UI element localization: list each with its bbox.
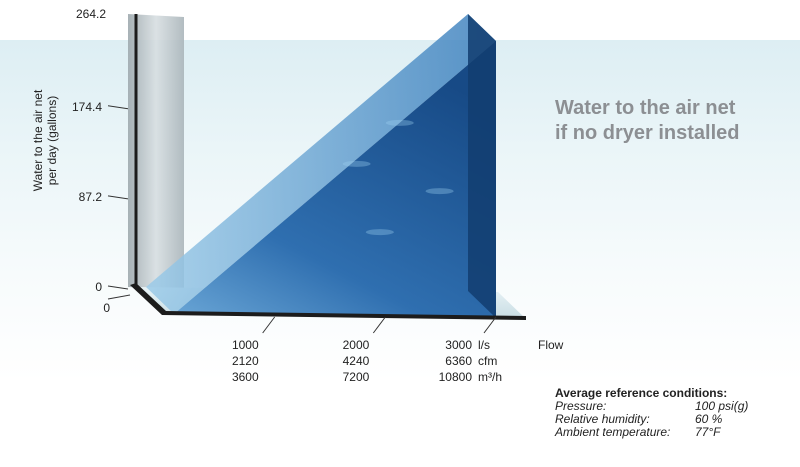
y-axis-title: Water to the air net (31, 89, 45, 191)
x-tick-label: 3000 (445, 338, 472, 352)
y-tick-label: 264.2 (76, 7, 106, 21)
reference-value: 100 psi(g) (695, 399, 749, 413)
reference-value: 77°F (695, 425, 721, 439)
water-front-face (174, 41, 496, 318)
headline: Water to the air net if no dryer install… (555, 96, 795, 146)
x-unit-label: cfm (478, 354, 497, 368)
water-ripple (342, 160, 371, 167)
y-axis-title: per day (gallons) (45, 96, 59, 185)
reference-row-pressure: Pressure: 100 psi(g) (555, 400, 795, 413)
x-tick-leader (262, 316, 276, 334)
x-tick-label: 4240 (343, 354, 370, 368)
y-tick-leader (107, 105, 129, 110)
water-top-face (146, 14, 496, 314)
x-tick-label: 7200 (343, 370, 370, 384)
water-ripple (425, 188, 454, 195)
y-tick-label: 0 (95, 280, 102, 294)
x-tick-leader (483, 316, 497, 334)
reference-conditions-title: Average reference conditions: (555, 386, 728, 400)
x-tick-label: 2000 (343, 338, 370, 352)
reference-label: Pressure: (555, 399, 607, 413)
x-axis-title: Flow (538, 338, 564, 352)
x-zero-leader (107, 294, 131, 300)
reference-label: Relative humidity: (555, 412, 650, 426)
x-unit-label: l/s (478, 338, 490, 352)
reference-conditions: Average reference conditions: Pressure: … (555, 387, 795, 439)
x-unit-label: m³/h (478, 370, 502, 384)
water-side-face (468, 14, 496, 318)
y-tick-leader (107, 195, 129, 200)
y-tick-leader (107, 285, 129, 290)
y-tick-label: 174.4 (72, 100, 102, 114)
water-ripple (365, 229, 394, 236)
headline-line-1: Water to the air net (555, 97, 736, 119)
x-tick-label: 3600 (232, 370, 259, 384)
x-tick-leader (372, 316, 386, 334)
y-tick-label: 87.2 (79, 190, 103, 204)
water-ripple (385, 119, 414, 126)
x-tick-label: 6360 (445, 354, 472, 368)
x-zero-label: 0 (103, 301, 110, 315)
x-axis-bar (130, 283, 526, 320)
x-tick-label: 1000 (232, 338, 259, 352)
x-tick-label: 10800 (439, 370, 473, 384)
reference-value: 60 % (695, 412, 723, 426)
reference-row-temperature: Ambient temperature: 77°F (555, 426, 795, 439)
headline-line-2: if no dryer installed (555, 122, 740, 144)
reference-label: Ambient temperature: (555, 425, 671, 439)
x-tick-label: 2120 (232, 354, 259, 368)
reference-row-humidity: Relative humidity: 60 % (555, 413, 795, 426)
back-wall (128, 14, 184, 290)
